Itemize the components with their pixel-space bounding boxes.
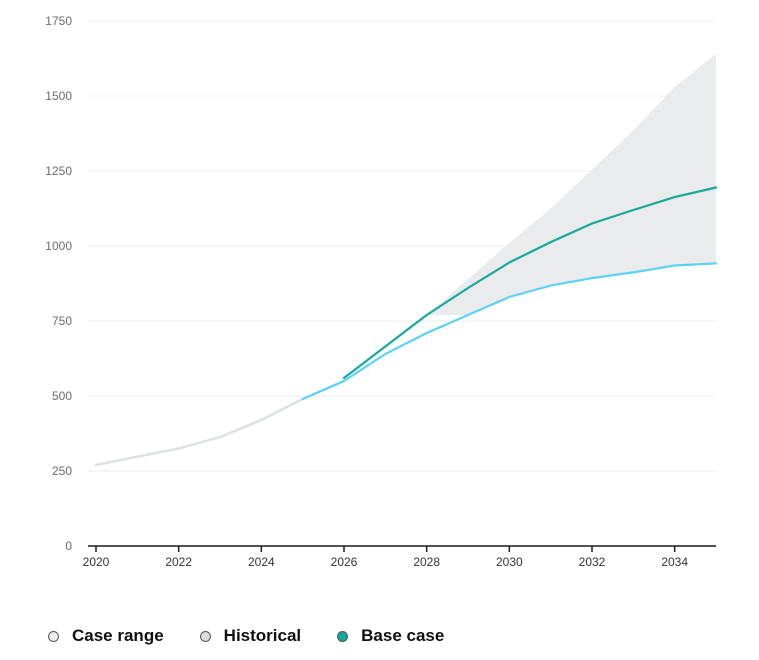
x-tick-label-2022: 2022: [165, 555, 192, 569]
x-tick-label-2026: 2026: [331, 555, 358, 569]
historical-line: [94, 379, 346, 467]
legend-item-base-case[interactable]: Base case: [337, 626, 444, 646]
legend-item-case-range[interactable]: Case range: [48, 626, 164, 646]
legend-item-historical[interactable]: Historical: [199, 626, 302, 646]
line-chart: 0 250 500 750 1000 1250 1500 1750 2020 2022 2024 20…: [45, 14, 718, 569]
case-range-band: [426, 54, 716, 315]
legend: Case range Historical Base case: [48, 626, 480, 646]
y-tick-label-1250: 1250: [45, 164, 72, 178]
x-tick-label-2020: 2020: [83, 555, 110, 569]
y-tick-label-1750: 1750: [45, 14, 72, 28]
legend-label-historical: Historical: [223, 626, 302, 645]
base-case-line: [342, 186, 718, 380]
y-tick-label-750: 750: [52, 314, 72, 328]
y-tick-label-1500: 1500: [45, 89, 72, 103]
legend-swatch-historical: [199, 630, 211, 642]
legend-label-base-case: Base case: [361, 626, 445, 645]
y-tick-label-1000: 1000: [45, 239, 72, 253]
y-tick-label-250: 250: [52, 464, 72, 478]
x-tick-label-2028: 2028: [413, 555, 440, 569]
y-tick-label-500: 500: [52, 389, 72, 403]
projection-line: [301, 262, 718, 401]
x-tick-label-2034: 2034: [661, 555, 688, 569]
y-tick-label-0: 0: [65, 539, 72, 553]
x-tick-label-2024: 2024: [248, 555, 275, 569]
legend-label-case-range: Case range: [72, 626, 164, 645]
x-tick-label-2032: 2032: [579, 555, 606, 569]
legend-swatch-base-case: [337, 630, 349, 642]
x-tick-label-2030: 2030: [496, 555, 523, 569]
legend-swatch-case-range: [48, 630, 59, 642]
